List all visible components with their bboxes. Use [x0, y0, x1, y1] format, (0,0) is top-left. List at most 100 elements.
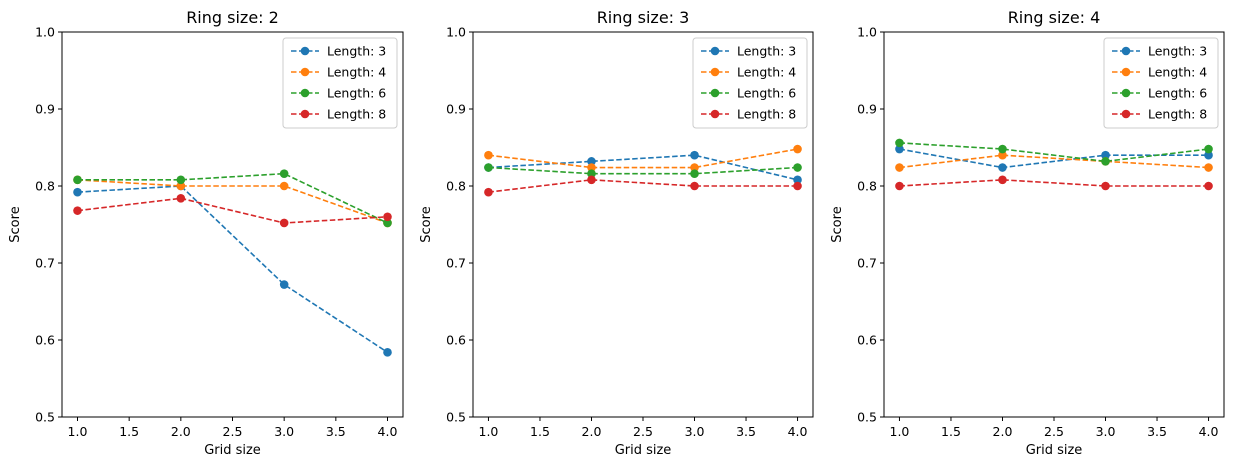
data-point	[279, 181, 289, 191]
legend-marker	[1121, 46, 1131, 56]
y-axis-label: Score	[830, 206, 845, 242]
series-line-1	[77, 185, 388, 353]
x-tick-label: 4.0	[1199, 424, 1219, 439]
data-point	[895, 181, 904, 191]
legend-label: Length: 3	[1148, 44, 1207, 59]
data-point	[1101, 157, 1110, 166]
data-point	[73, 187, 82, 197]
data-point	[793, 163, 802, 172]
series-line-4	[488, 179, 798, 193]
legend-marker	[1121, 67, 1131, 77]
x-tick-label: 4.0	[378, 424, 398, 439]
legend: Length: 3 Length: 4 Length: 6 Length: 8	[282, 37, 398, 129]
data-point	[484, 150, 493, 160]
x-tick-label: 2.5	[223, 424, 243, 439]
legend-label: Length: 4	[1148, 65, 1207, 80]
legend-label: Length: 8	[1148, 107, 1207, 122]
y-tick-label: 0.6	[35, 333, 55, 348]
x-tick-label: 2.0	[993, 424, 1013, 439]
plot-frame	[472, 31, 814, 418]
y-tick-label: 0.7	[35, 256, 55, 271]
y-tick-label: 0.9	[446, 102, 466, 117]
y-tick-label: 0.9	[857, 102, 877, 117]
data-point	[690, 181, 699, 191]
chart-panel-1: Ring size: 2 0.5 0.6 0.7 0.8 0.9 1.0 1.0 1.5 2.0 2…	[8, 8, 404, 458]
data-point	[998, 175, 1007, 185]
data-point	[1204, 144, 1213, 154]
x-tick-label: 2.0	[582, 424, 602, 439]
legend-marker	[300, 109, 310, 119]
data-point	[998, 144, 1007, 154]
x-tick-label: 1.0	[479, 424, 499, 439]
legend-label: Length: 3	[327, 44, 386, 59]
data-point	[279, 218, 289, 228]
x-axis-label: Grid size	[204, 443, 261, 458]
x-tick-label: 3.5	[736, 424, 756, 439]
series-line-3	[899, 142, 1209, 163]
legend-marker	[1121, 109, 1131, 119]
x-tick-label: 3.0	[274, 424, 294, 439]
series-line-3	[488, 166, 798, 175]
data-point	[484, 187, 493, 197]
chart-title: Ring size: 3	[597, 8, 690, 27]
data-point	[690, 150, 699, 160]
x-axis-label: Grid size	[615, 443, 672, 458]
series-line-4	[899, 179, 1209, 187]
data-point	[279, 169, 289, 178]
x-tick-label: 2.0	[171, 424, 191, 439]
data-point	[587, 163, 596, 172]
y-tick-label: 0.5	[857, 410, 877, 425]
data-point	[895, 163, 904, 172]
data-point	[1204, 150, 1213, 160]
legend: Length: 3 Length: 4 Length: 6 Length: 8	[692, 37, 808, 129]
data-point	[587, 169, 596, 178]
data-point	[176, 181, 186, 191]
legend-label: Length: 8	[327, 107, 386, 122]
legend-box	[282, 37, 398, 129]
data-point	[484, 163, 493, 172]
data-point	[383, 212, 392, 222]
data-point	[383, 348, 392, 357]
y-tick-label: 0.5	[35, 410, 55, 425]
x-tick-label: 1.5	[941, 424, 961, 439]
y-tick-label: 0.8	[857, 179, 877, 194]
data-point	[176, 194, 186, 203]
legend-marker	[300, 88, 310, 98]
legend-marker	[710, 109, 720, 119]
legend-label: Length: 6	[737, 86, 796, 101]
data-point	[1204, 163, 1213, 172]
data-point	[895, 144, 904, 154]
data-point	[587, 175, 596, 185]
data-point	[793, 175, 802, 185]
legend-label: Length: 6	[1148, 86, 1207, 101]
legend-marker	[710, 46, 720, 56]
legend-marker	[710, 67, 720, 77]
data-point	[998, 163, 1007, 172]
data-point	[279, 280, 289, 289]
series-line-2	[77, 179, 388, 224]
x-tick-label: 3.0	[1096, 424, 1116, 439]
y-tick-label: 1.0	[35, 25, 55, 40]
y-tick-label: 0.8	[35, 179, 55, 194]
series-line-2	[899, 154, 1209, 169]
y-tick-label: 1.0	[857, 25, 877, 40]
legend-marker	[710, 88, 720, 98]
legend-marker	[1121, 88, 1131, 98]
series-line-3	[77, 172, 388, 224]
x-tick-label: 2.5	[1044, 424, 1064, 439]
plot-frame	[61, 31, 404, 418]
data-point	[998, 150, 1007, 160]
y-tick-label: 1.0	[446, 25, 466, 40]
x-tick-label: 1.0	[890, 424, 910, 439]
data-point	[73, 175, 82, 185]
legend-label: Length: 8	[737, 107, 796, 122]
legend-box	[692, 37, 808, 129]
y-tick-label: 0.6	[446, 333, 466, 348]
series-line-4	[77, 197, 388, 224]
data-point	[587, 157, 596, 166]
x-axis-label: Grid size	[1026, 443, 1083, 458]
chart-panel-3: Ring size: 4 0.5 0.6 0.7 0.8 0.9 1.0 1.0 1.5 2.0 2…	[830, 8, 1225, 458]
data-point	[690, 163, 699, 172]
y-axis-label: Score	[8, 206, 23, 242]
